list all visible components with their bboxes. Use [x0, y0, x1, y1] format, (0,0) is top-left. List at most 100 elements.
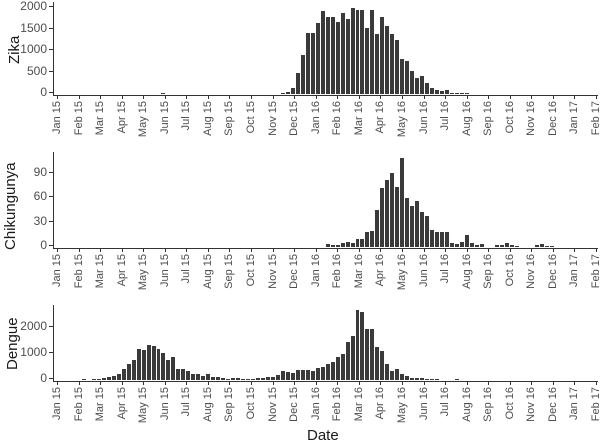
y-tick-label: 90: [33, 165, 47, 180]
x-tick-label: Feb 16: [331, 101, 344, 136]
y-axis-line: [53, 305, 54, 381]
bar: [256, 378, 260, 380]
x-tick-label: Jan 16: [309, 387, 322, 421]
bar: [390, 371, 395, 380]
x-tick-mark: [272, 248, 274, 252]
x-tick-mark: [488, 95, 490, 99]
y-tick-label: 2000: [20, 0, 47, 14]
x-tick-label: Jul 15: [180, 101, 193, 131]
bar: [360, 9, 365, 94]
x-tick-label: Jun 15: [158, 101, 171, 135]
x-tick-label: Dec 16: [546, 254, 559, 289]
bar: [236, 377, 241, 380]
x-tick-mark: [531, 95, 533, 99]
bar: [350, 8, 355, 94]
x-tick-mark: [337, 381, 339, 385]
bar: [350, 242, 355, 247]
x-tick-label: Nov 15: [266, 101, 279, 136]
bar: [405, 198, 410, 247]
x-tick-mark: [596, 248, 597, 252]
x-tick-mark: [466, 248, 468, 252]
bar: [186, 371, 191, 380]
bar: [365, 28, 370, 94]
bar: [405, 376, 410, 380]
x-tick-mark: [121, 95, 123, 99]
bar: [400, 158, 405, 247]
y-tick-label: 2000: [20, 318, 47, 333]
bar: [375, 209, 380, 247]
bar: [290, 87, 295, 94]
x-tick-label: Jul 15: [180, 387, 193, 417]
bar: [206, 373, 211, 380]
y-tick-mark: [49, 172, 53, 174]
x-tick-mark: [294, 95, 296, 99]
x-tick-mark: [466, 381, 468, 385]
y-tick-mark: [49, 351, 53, 353]
x-axis-line: [53, 95, 598, 96]
bar: [275, 374, 280, 380]
x-tick-mark: [78, 248, 80, 252]
x-tick-mark: [401, 95, 403, 99]
x-tick-mark: [229, 248, 231, 252]
bar: [181, 369, 186, 380]
y-tick-label: 0: [40, 238, 47, 252]
bar: [330, 244, 335, 247]
bar: [435, 378, 440, 380]
x-tick-mark: [574, 248, 576, 252]
bar: [121, 368, 126, 380]
bar: [499, 244, 504, 247]
bar: [504, 242, 509, 247]
x-tick-mark: [509, 381, 511, 385]
x-tick-mark: [596, 381, 597, 385]
x-tick-mark: [337, 248, 339, 252]
y-tick-mark: [49, 325, 53, 327]
x-tick-mark: [315, 381, 317, 385]
x-tick-label: Jan 16: [309, 101, 322, 135]
bar: [464, 92, 469, 94]
y-axis-line: [53, 2, 54, 95]
y-axis-line: [53, 152, 54, 248]
y-tick-label: 1000: [20, 344, 47, 359]
x-tick-label: Oct 16: [503, 101, 516, 134]
x-axis-line: [53, 248, 598, 249]
bar: [176, 368, 181, 380]
bar: [375, 346, 380, 380]
bar: [270, 377, 275, 380]
x-tick-label: Aug 16: [460, 254, 473, 289]
x-tick-mark: [186, 95, 188, 99]
x-tick-mark: [596, 95, 597, 99]
x-tick-mark: [380, 95, 382, 99]
bar: [445, 232, 450, 247]
x-axis-line: [53, 381, 598, 382]
bar: [196, 373, 201, 380]
bar: [420, 377, 425, 380]
y-tick-mark: [49, 378, 53, 379]
bar: [101, 377, 106, 380]
x-tick-label: Jun 16: [417, 254, 430, 288]
bar: [345, 342, 350, 380]
bar: [395, 40, 400, 94]
bar: [226, 378, 231, 380]
bar: [161, 92, 166, 94]
x-tick-mark: [445, 248, 447, 252]
x-tick-label: May 16: [395, 254, 408, 291]
x-tick-mark: [574, 381, 576, 385]
x-tick-label: Feb 15: [72, 101, 85, 136]
bar: [335, 356, 340, 380]
y-tick-label: 1000: [20, 42, 47, 57]
x-tick-mark: [143, 248, 145, 252]
x-tick-label: Nov 16: [525, 387, 538, 422]
bar: [430, 87, 435, 94]
bar: [445, 90, 450, 94]
x-tick-label: Sep 16: [482, 254, 495, 289]
bar: [320, 366, 325, 380]
x-tick-label: Sep 15: [223, 101, 236, 136]
y-tick-label: 1500: [20, 20, 47, 35]
x-tick-label: Jun 15: [158, 387, 171, 421]
x-tick-mark: [423, 381, 425, 385]
bar: [380, 16, 385, 94]
x-tick-label: Oct 15: [245, 387, 258, 420]
x-tick-mark: [143, 381, 145, 385]
x-tick-label: Aug 15: [201, 387, 214, 422]
x-tick-label: Nov 16: [525, 254, 538, 289]
